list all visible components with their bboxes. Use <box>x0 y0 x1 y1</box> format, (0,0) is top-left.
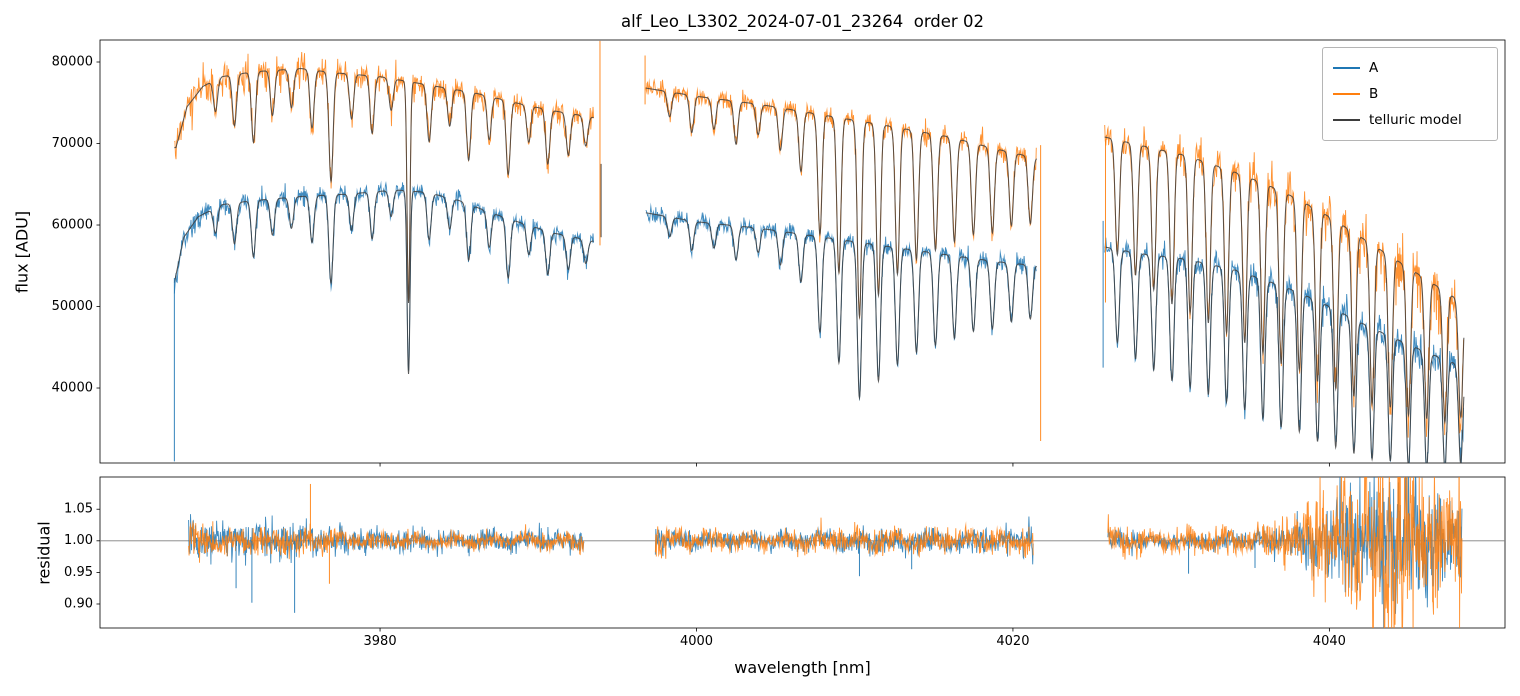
legend-item-telluric-model: telluric model <box>1333 107 1487 133</box>
legend-item-label: A <box>1369 60 1379 76</box>
wavelength-axis-label: wavelength [nm] <box>734 658 871 677</box>
legend-item-label: telluric model <box>1369 112 1462 128</box>
legend-line-swatch <box>1333 67 1360 69</box>
legend-item-b: B <box>1333 81 1487 107</box>
legend-item-label: B <box>1369 86 1379 102</box>
plot-title: alf_Leo_L3302_2024-07-01_23264 order 02 <box>621 12 984 31</box>
flux-axis-label: flux [ADU] <box>12 210 32 294</box>
legend-item-a: A <box>1333 55 1487 81</box>
legend-line-swatch <box>1333 119 1360 121</box>
residual-axis-label: residual <box>34 521 54 585</box>
legend-line-swatch <box>1333 93 1360 95</box>
